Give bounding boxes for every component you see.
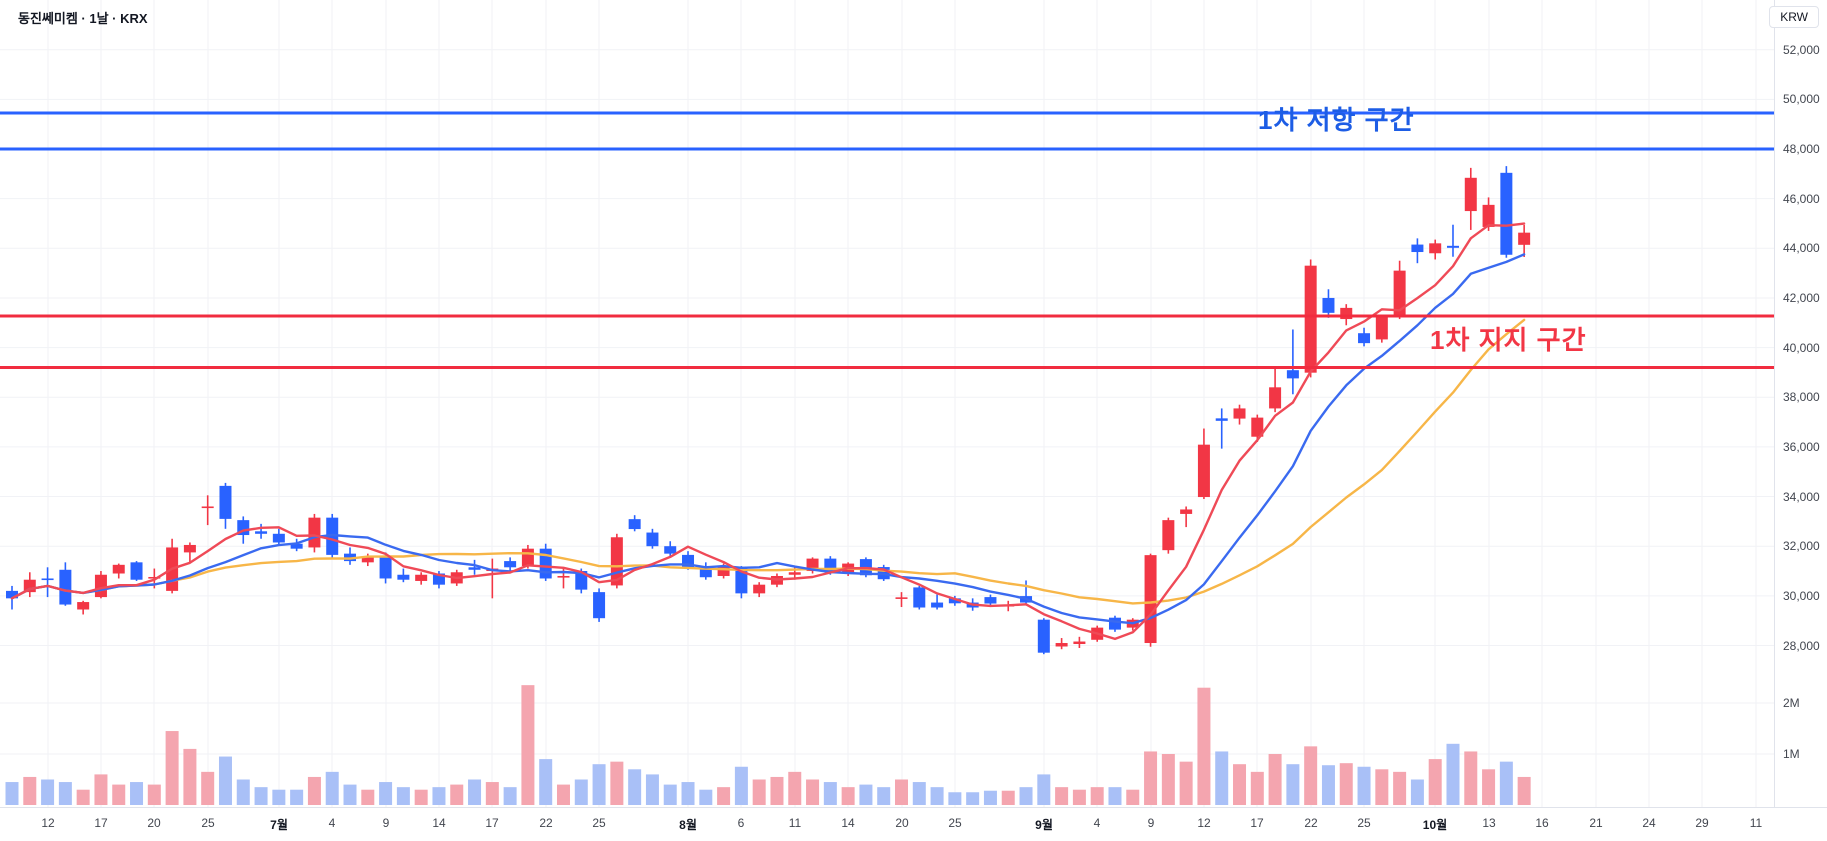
time-tick-label: 9: [1147, 816, 1155, 830]
time-tick-label: 8월: [679, 818, 697, 832]
time-tick-label: 11: [788, 816, 802, 830]
ma-slow-line: [10, 318, 1526, 605]
ma-fast-line: [10, 222, 1526, 641]
symbol-title[interactable]: 동진쎄미켐 · 1날 · KRX: [18, 11, 148, 26]
time-tick-label: 7월: [270, 818, 288, 832]
time-axis[interactable]: 12 17 20 25 7월 4 9 14 17 22 25 8월 6 11 14 20 25 9월 4 9 12 17 2…: [0, 807, 1827, 841]
time-tick-label: 4: [1093, 816, 1101, 830]
time-tick-label: 21: [1589, 816, 1603, 830]
volume-tick-label: 1M: [1783, 747, 1800, 761]
price-tick-label: 52,000: [1783, 42, 1820, 57]
time-tick-label: 11: [1749, 816, 1763, 830]
time-tick-label: 10월: [1422, 818, 1448, 832]
price-tick-label: 28,000: [1783, 638, 1820, 653]
volume-tick-label: 2M: [1783, 696, 1800, 710]
price-tick-label: 36,000: [1783, 439, 1820, 454]
price-tick-label: 42,000: [1783, 290, 1820, 305]
time-tick-label: 12: [41, 816, 55, 830]
price-tick-label: 48,000: [1783, 142, 1820, 156]
resistance-zone-label[interactable]: 1차 저항 구간: [1258, 105, 1415, 135]
time-tick-label: 20: [895, 816, 909, 830]
time-tick-label: 17: [1250, 816, 1264, 830]
time-tick-label: 6: [737, 816, 745, 830]
time-tick-label: 25: [592, 816, 606, 830]
price-tick-label: 32,000: [1783, 539, 1820, 554]
time-tick-label: 16: [1535, 816, 1549, 830]
time-tick-label: 25: [948, 816, 962, 830]
price-axis[interactable]: 52,000 50,000 48,000 46,000 44,000 42,000 40,0…: [1774, 0, 1827, 807]
time-tick-label: 22: [539, 816, 553, 830]
time-tick-label: 29: [1695, 816, 1709, 830]
time-tick-label: 25: [201, 816, 215, 830]
candles-layer: [6, 166, 1531, 655]
currency-toggle-button[interactable]: KRW: [1769, 6, 1819, 28]
price-tick-label: 44,000: [1783, 241, 1820, 256]
price-tick-label: 46,000: [1783, 191, 1820, 206]
price-tick-label: 40,000: [1783, 340, 1820, 355]
price-tick-label: 38,000: [1783, 390, 1820, 405]
time-tick-label: 25: [1357, 816, 1371, 830]
time-tick-label: 12: [1197, 816, 1211, 830]
time-tick-label: 9월: [1035, 818, 1053, 832]
time-tick-label: 17: [485, 816, 499, 830]
time-tick-label: 4: [328, 816, 336, 830]
volume-layer: [5, 685, 1531, 805]
time-tick-label: 20: [147, 816, 161, 830]
ma-mid-line: [10, 253, 1526, 625]
grid-layer: [0, 0, 1775, 807]
time-tick-label: 14: [841, 816, 855, 830]
support-zone-label[interactable]: 1차 지지 구간: [1430, 325, 1587, 355]
time-tick-label: 13: [1482, 816, 1496, 830]
time-tick-label: 24: [1642, 816, 1656, 830]
price-tick-label: 30,000: [1783, 588, 1820, 603]
price-tick-label: 50,000: [1783, 92, 1820, 107]
price-tick-label: 34,000: [1783, 489, 1820, 504]
time-tick-label: 9: [382, 816, 390, 830]
time-tick-label: 14: [432, 816, 446, 830]
time-tick-label: 17: [94, 816, 108, 830]
time-tick-label: 22: [1304, 816, 1318, 830]
